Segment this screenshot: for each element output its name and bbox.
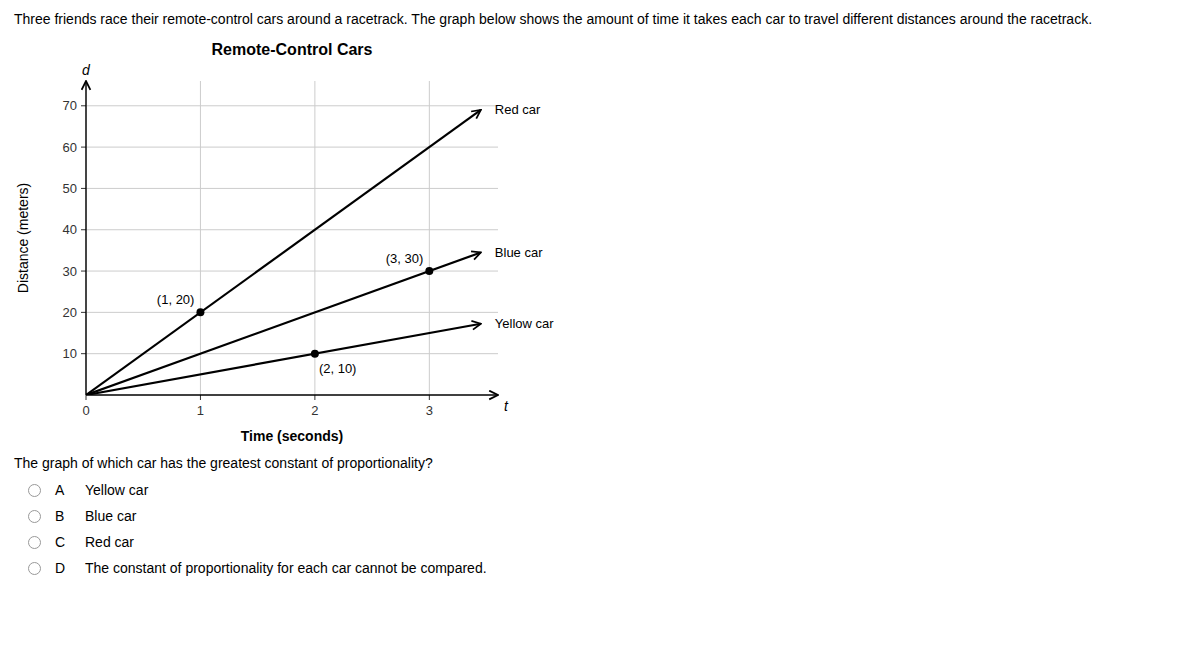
tick-label-y: 50: [63, 181, 77, 196]
tick-label-y: 40: [63, 222, 77, 237]
grid-line-y: [86, 105, 498, 106]
lines: [86, 110, 481, 395]
points: [196, 267, 433, 358]
option-letter: A: [55, 482, 85, 498]
radio-button: [28, 510, 41, 523]
option: BBlue car: [0, 503, 1200, 529]
tick-y: [81, 312, 86, 313]
ticks: 0 1 2 3 10 20 30 40 50 60 70: [63, 98, 433, 418]
series-end-label: Red car: [495, 102, 541, 117]
series-line: [86, 324, 481, 395]
series-end-label: Yellow car: [495, 316, 554, 331]
radio-button: [28, 562, 41, 575]
option-text: Yellow car: [85, 482, 148, 498]
tick-y: [81, 188, 86, 189]
tick-y: [81, 105, 86, 106]
point-label: (3, 30): [386, 251, 424, 266]
series-line: [86, 110, 481, 395]
option-letter: C: [55, 534, 85, 550]
point: [311, 350, 319, 358]
option: AYellow car: [0, 477, 1200, 503]
tick-label-x: 0: [82, 403, 89, 418]
option-text: Red car: [85, 534, 134, 550]
grid-line-y: [86, 188, 498, 189]
grid-line-x: [314, 81, 315, 395]
point-label: (1, 20): [157, 292, 195, 307]
radio-button: [28, 536, 41, 549]
grid-line-x: [429, 81, 430, 395]
title: Remote-Control Cars: [212, 41, 373, 58]
tick-y: [81, 353, 86, 354]
tick-y: [81, 229, 86, 230]
option-letter: D: [55, 560, 85, 576]
x-axis: [86, 394, 498, 395]
tick-label-y: 70: [63, 98, 77, 113]
radio-button: [28, 484, 41, 497]
tick-label-x: 3: [426, 403, 433, 418]
tick-x: [429, 395, 430, 400]
point: [196, 308, 204, 316]
tick-label-x: 1: [197, 403, 204, 418]
tick-y: [81, 271, 86, 272]
tick-x: [314, 395, 315, 400]
series-line: [86, 252, 481, 395]
y-axis-label: Distance (meters): [15, 183, 31, 293]
tick-x: [200, 395, 201, 400]
header-text: Three friends race their remote-control …: [0, 0, 1188, 33]
option-text: The constant of proportionality for each…: [85, 560, 487, 576]
option: DThe constant of proportionality for eac…: [0, 555, 1200, 581]
tick-y: [81, 147, 86, 148]
y-axis: [85, 81, 86, 395]
tick-label-y: 20: [63, 305, 77, 320]
grid: [86, 81, 498, 395]
tick-label-x: 2: [311, 403, 318, 418]
tick-label-y: 60: [63, 140, 77, 155]
x-axis-label: Time (seconds): [241, 428, 343, 444]
option-letter: B: [55, 508, 85, 524]
grid-line-y: [86, 312, 498, 313]
grid-line-x: [200, 81, 201, 395]
point: [425, 267, 433, 275]
y-axis-symbol: d: [82, 62, 91, 78]
grid-line-y: [86, 271, 498, 272]
grid-line-x: [86, 81, 87, 395]
question-text: The graph of which car has the greatest …: [0, 453, 1200, 477]
grid-line-y: [86, 229, 498, 230]
series-end-label: Blue car: [495, 245, 543, 260]
option: CRed car: [0, 529, 1200, 555]
x-axis-symbol: t: [504, 398, 509, 414]
tick-x: [86, 395, 87, 400]
point-label: (2, 10): [319, 361, 357, 376]
chart: 0 1 2 3 10 20 30 40 50 60 70 t d Remote-Control Cars T…: [8, 33, 608, 453]
grid-line-y: [86, 353, 498, 354]
grid-line-y: [86, 147, 498, 148]
tick-label-y: 30: [63, 264, 77, 279]
tick-label-y: 10: [63, 346, 77, 361]
option-text: Blue car: [85, 508, 136, 524]
